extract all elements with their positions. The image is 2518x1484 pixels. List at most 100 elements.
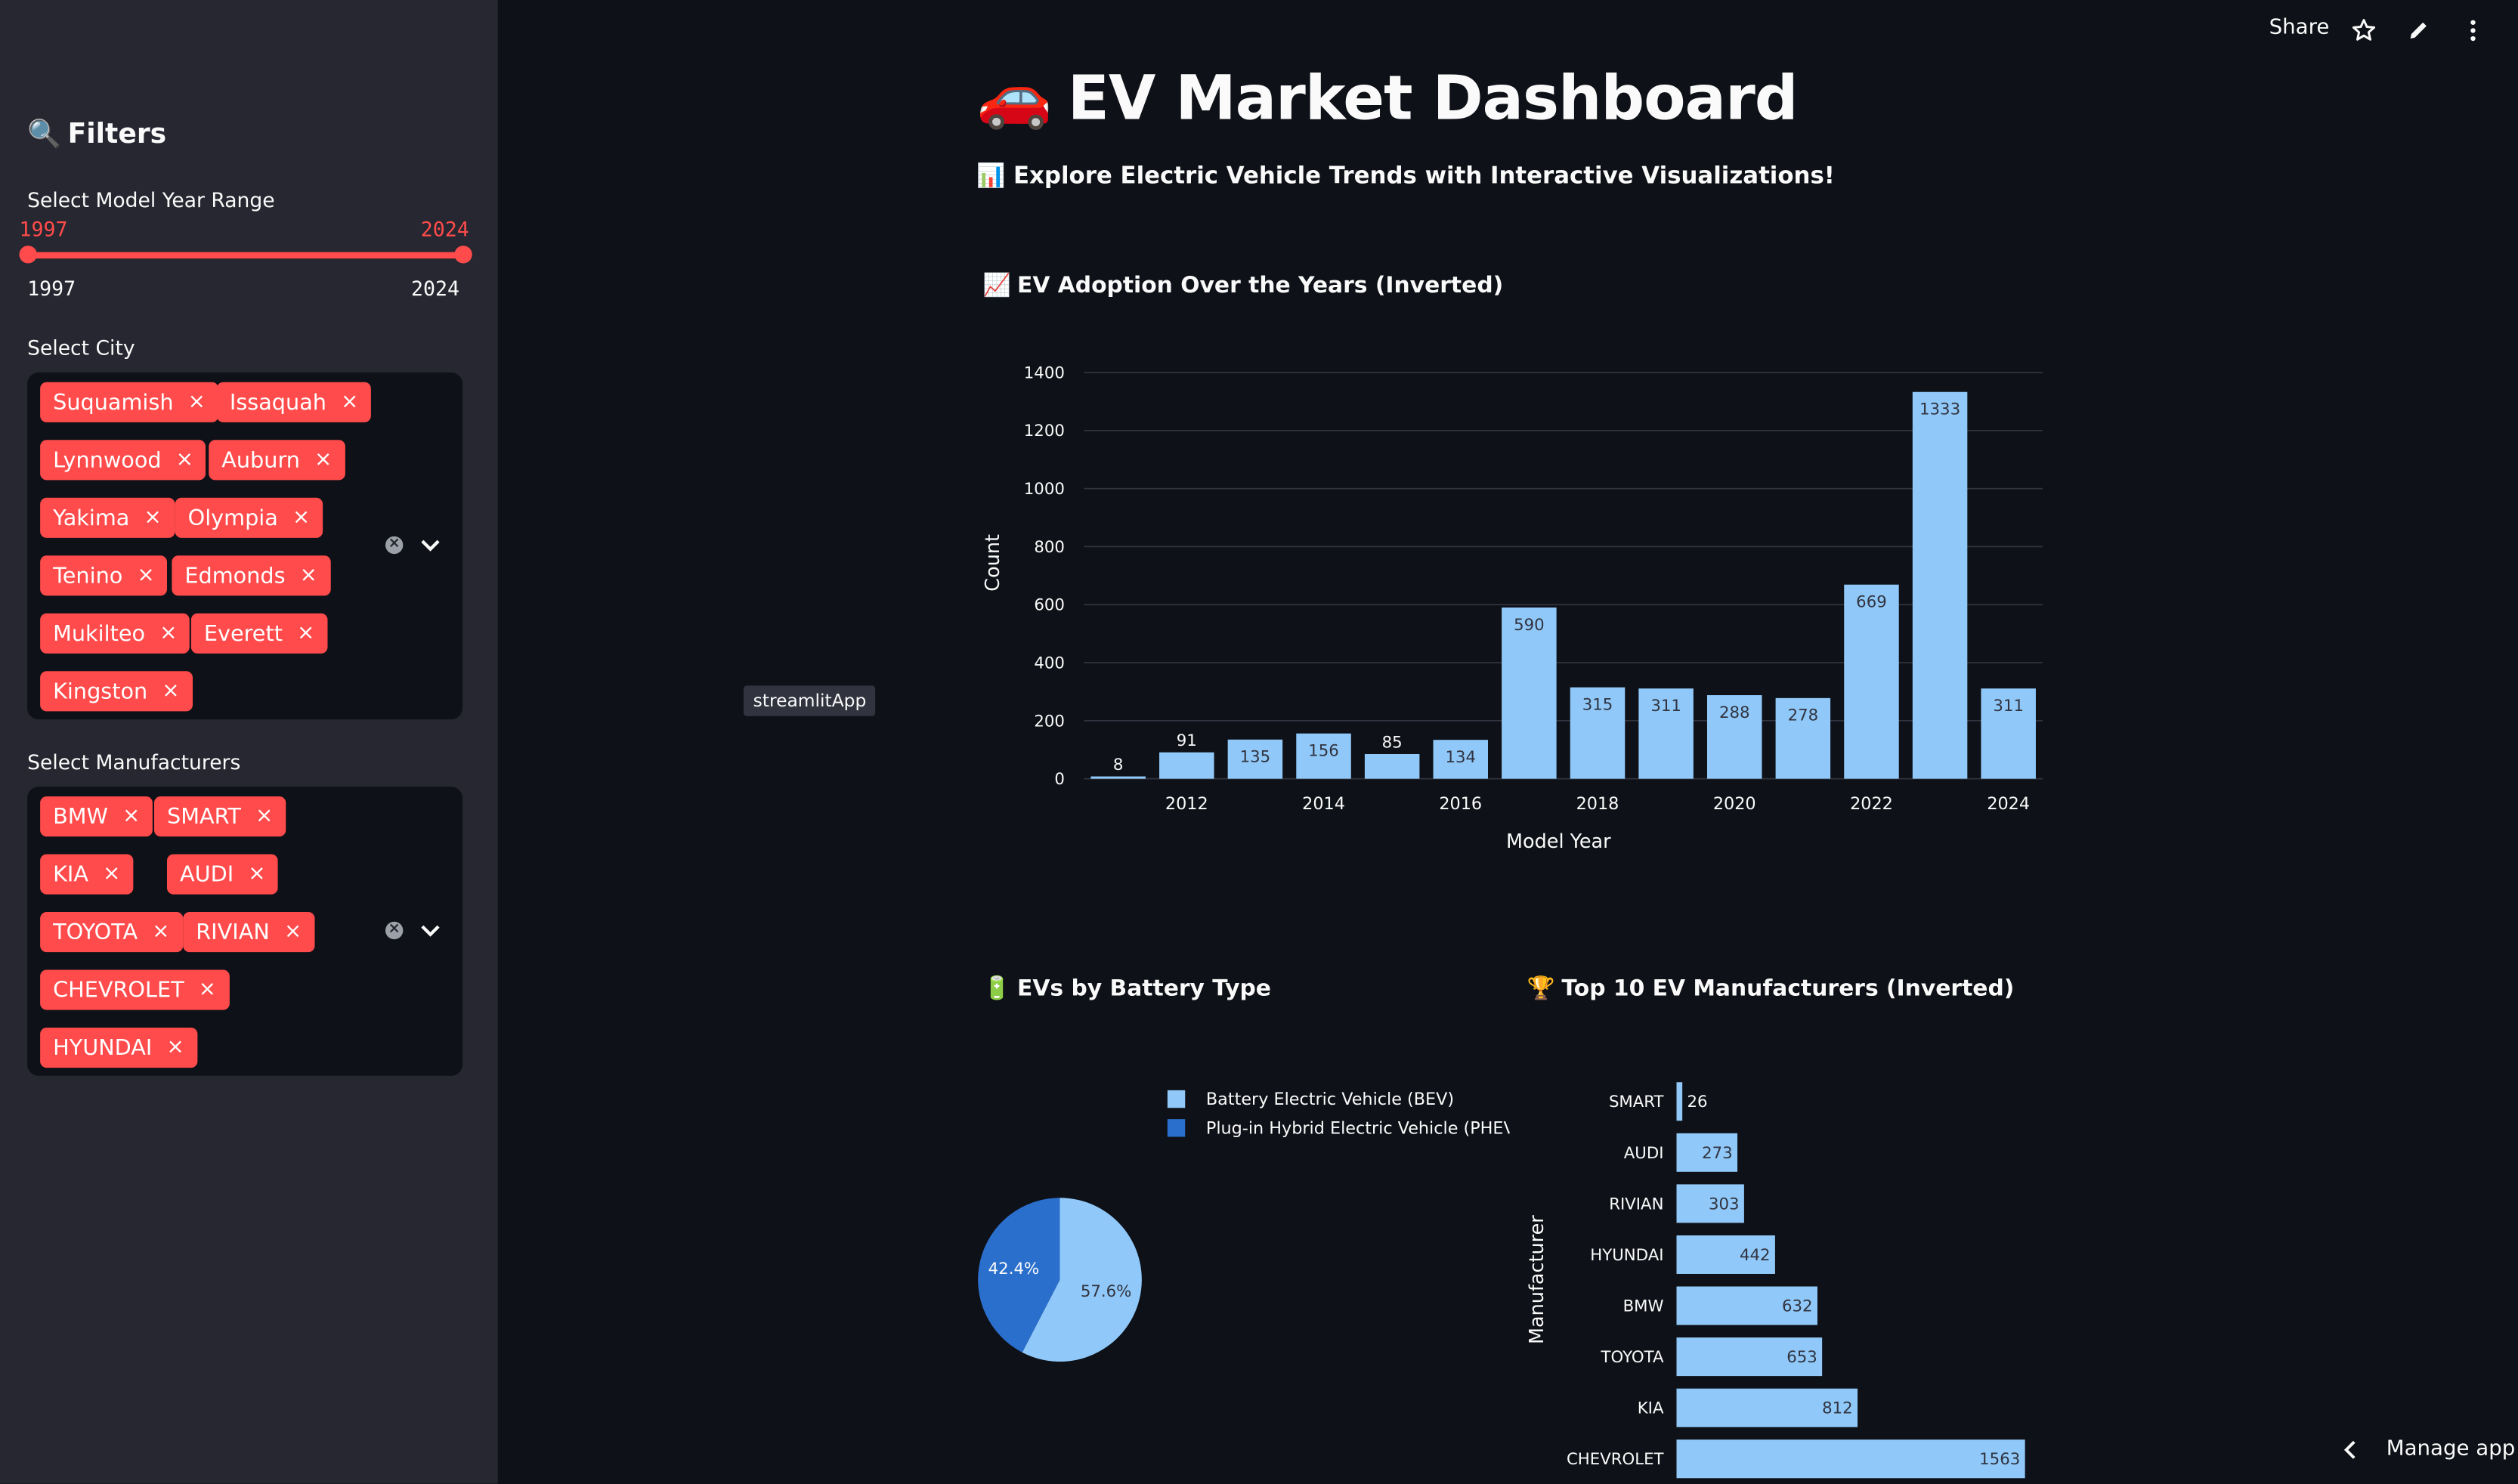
star-icon[interactable] [2351,17,2377,43]
year-range-label: Select Model Year Range [27,187,275,212]
manufacturer-multiselect[interactable]: BMW × SMART × KIA × AUDI × TOYOTA × RIVIAN × CHEVROL… [27,787,462,1076]
manufacturer-tag-label: BMW [53,803,108,830]
city-tag[interactable]: Lynnwood × [40,440,206,481]
battery-pie-chart[interactable]: Battery Electric Vehicle (BEV) Plug-in Hy… [964,1068,1510,1389]
adoption-bar[interactable] [1090,776,1146,779]
adoption-bar-chart[interactable]: 0 200 400 600 800 1000 1200 1400 8 91 135 156 85 134 5… [964,345,2071,875]
more-options-icon[interactable] [2461,17,2486,43]
manufacturer-tag[interactable]: TOYOTA × [40,912,183,953]
manufacturer-tag[interactable]: AUDI × [167,854,279,895]
city-tag[interactable]: Auburn × [209,440,345,481]
adoption-bar[interactable] [1638,688,1694,779]
city-tag[interactable]: Tenino × [40,555,168,596]
city-tag[interactable]: Olympia × [175,497,323,538]
share-button[interactable]: Share [2269,16,2330,41]
y-tick-label: 1200 [1024,422,1065,441]
manufacturer-tick-label: AUDI [1624,1144,1664,1163]
page-subtitle: 📊 Explore Electric Vehicle Trends with I… [976,162,1835,190]
pie-legend-label[interactable]: Battery Electric Vehicle (BEV) [1206,1090,1454,1109]
manufacturer-bar[interactable] [1676,1133,1738,1172]
city-tag[interactable]: Edmonds × [172,555,330,596]
manufacturer-tag[interactable]: RIVIAN × [183,912,315,953]
manufacturer-tag[interactable]: CHEVROLET × [40,969,229,1010]
pie-slice[interactable] [1022,1198,1142,1362]
manufacturer-tag[interactable]: HYUNDAI × [40,1028,197,1068]
city-tag[interactable]: Everett × [190,613,328,654]
manufacturer-bar[interactable] [1676,1286,1817,1325]
city-tag-label: Suquamish [53,389,174,416]
adoption-bar[interactable] [1981,688,2036,779]
adoption-bar[interactable] [1159,752,1214,779]
city-tag-remove-icon[interactable]: × [341,390,359,415]
manufacturer-bar[interactable] [1676,1439,2025,1479]
manufacturer-tag-remove-icon[interactable]: × [122,804,141,829]
city-tag[interactable]: Suquamish × [40,382,218,422]
edit-pencil-icon[interactable] [2405,17,2431,43]
adoption-bar[interactable] [1844,584,1899,779]
city-tag-remove-icon[interactable]: × [299,563,317,588]
city-multiselect[interactable]: Suquamish × Issaquah × Lynnwood × Auburn × Yakim… [27,373,462,719]
manufacturer-tag-remove-icon[interactable]: × [283,920,302,945]
city-tag[interactable]: Mukilteo × [40,613,190,654]
manufacturer-bar-value-label: 26 [1687,1093,1708,1111]
top10-bar-chart[interactable]: SMART 26 AUDI 273 RIVIAN 303 HYUNDAI 442 BMW 632 T… [1517,1068,2047,1483]
city-clear-all-icon[interactable]: × [385,536,404,555]
adoption-bar-value-label: 278 [1788,706,1819,725]
manufacturer-bar[interactable] [1676,1235,1775,1274]
adoption-bar-value-label: 91 [1177,731,1197,750]
city-tag-remove-icon[interactable]: × [187,390,206,415]
manufacturer-tag-remove-icon[interactable]: × [248,862,266,886]
manufacturer-tag-remove-icon[interactable]: × [255,804,274,829]
adoption-bar[interactable] [1433,740,1489,779]
city-tag[interactable]: Yakima × [40,497,175,538]
manufacturer-tag-remove-icon[interactable]: × [166,1035,184,1060]
manufacturer-bar[interactable] [1676,1184,1744,1223]
pie-slice[interactable] [978,1198,1060,1353]
adoption-bar[interactable] [1775,697,1831,779]
chevron-left-icon[interactable] [2341,1439,2361,1461]
manufacturer-clear-all-icon[interactable]: × [385,921,404,940]
adoption-bar-value-label: 288 [1719,703,1750,722]
manufacturer-bar-value-label: 303 [1709,1195,1740,1213]
year-range-slider-track[interactable] [27,252,462,259]
year-range-low-handle[interactable] [19,246,37,264]
manage-app-button[interactable]: Manage app [2386,1436,2516,1461]
year-range-high-handle[interactable] [454,246,472,264]
city-tag[interactable]: Issaquah × [216,382,372,422]
battery-section-title: 🔋 EVs by Battery Type [983,976,1271,1002]
adoption-bar[interactable] [1570,687,1626,779]
city-tag[interactable]: Kingston × [40,671,193,712]
city-tag-label: Tenino [53,562,123,589]
manufacturer-tag-remove-icon[interactable]: × [198,978,216,1002]
city-tag-remove-icon[interactable]: × [292,505,311,530]
x-tick-label: 2012 [1165,794,1208,814]
adoption-bar[interactable] [1502,608,1557,779]
city-tag-remove-icon[interactable]: × [162,679,180,703]
adoption-bar[interactable] [1364,753,1420,779]
city-tag-remove-icon[interactable]: × [175,447,193,472]
adoption-bar-value-label: 311 [1650,697,1681,716]
manufacturer-bar[interactable] [1676,1388,1858,1427]
adoption-bar[interactable] [1227,739,1283,779]
manufacturer-tag-remove-icon[interactable]: × [103,862,121,886]
year-range-low-value: 1997 [19,216,68,241]
city-tag-remove-icon[interactable]: × [137,563,155,588]
pie-legend-label[interactable]: Plug-in Hybrid Electric Vehicle (PHEV) [1206,1118,1510,1138]
city-chevron-down-icon[interactable] [419,538,442,554]
manufacturer-chevron-down-icon[interactable] [419,923,442,939]
city-tag-remove-icon[interactable]: × [297,621,315,646]
city-tag-remove-icon[interactable]: × [314,447,333,472]
city-tag-remove-icon[interactable]: × [144,505,162,530]
manufacturer-bar[interactable] [1676,1337,1823,1377]
adoption-bar[interactable] [1296,733,1351,779]
manufacturer-bar[interactable] [1676,1082,1683,1121]
adoption-bar[interactable] [1706,695,1762,779]
y-tick-label: 1400 [1024,363,1065,382]
app-tooltip: streamlitApp [743,685,877,716]
manufacturer-tag[interactable]: SMART × [154,796,286,837]
manufacturer-tag[interactable]: KIA × [40,854,134,895]
city-tag-remove-icon[interactable]: × [159,621,178,646]
adoption-bar[interactable] [1912,391,1968,779]
manufacturer-tag-remove-icon[interactable]: × [152,920,170,945]
manufacturer-tag[interactable]: BMW × [40,796,153,837]
